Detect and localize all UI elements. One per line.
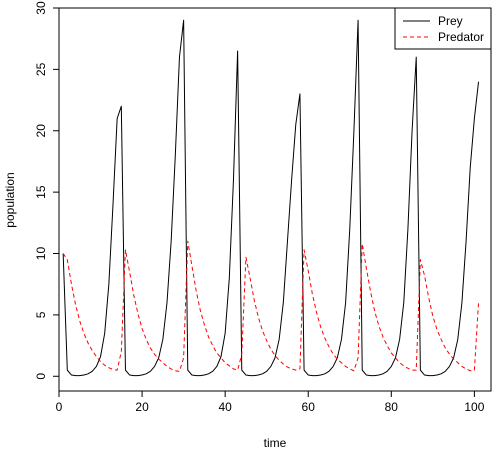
x-tick-label: 0 [56,400,63,414]
y-tick-label: 10 [34,247,48,261]
x-tick-label: 100 [464,400,484,414]
legend: Prey Predator [394,7,492,50]
x-tick-label: 20 [135,400,149,414]
y-tick-label: 15 [34,185,48,199]
series-layer [62,19,480,377]
x-tick-label: 40 [218,400,232,414]
y-tick-label: 5 [34,311,48,318]
y-tick-label: 30 [34,1,48,15]
y-tick-label: 0 [34,373,48,380]
legend-label-prey: Prey [438,14,463,28]
series-line-predator [62,240,480,372]
x-axis: 0 20 40 60 80 100 [56,390,485,414]
series-line-prey [62,19,480,377]
y-tick-label: 25 [34,62,48,76]
legend-label-predator: Predator [438,30,484,44]
x-tick-label: 80 [385,400,399,414]
x-axis-title: time [264,436,287,450]
y-axis-title: population [3,172,17,227]
y-axis: 0 5 10 15 20 25 30 [34,1,60,380]
x-tick-label: 60 [302,400,316,414]
y-tick-label: 20 [34,124,48,138]
legend-box [394,7,492,50]
